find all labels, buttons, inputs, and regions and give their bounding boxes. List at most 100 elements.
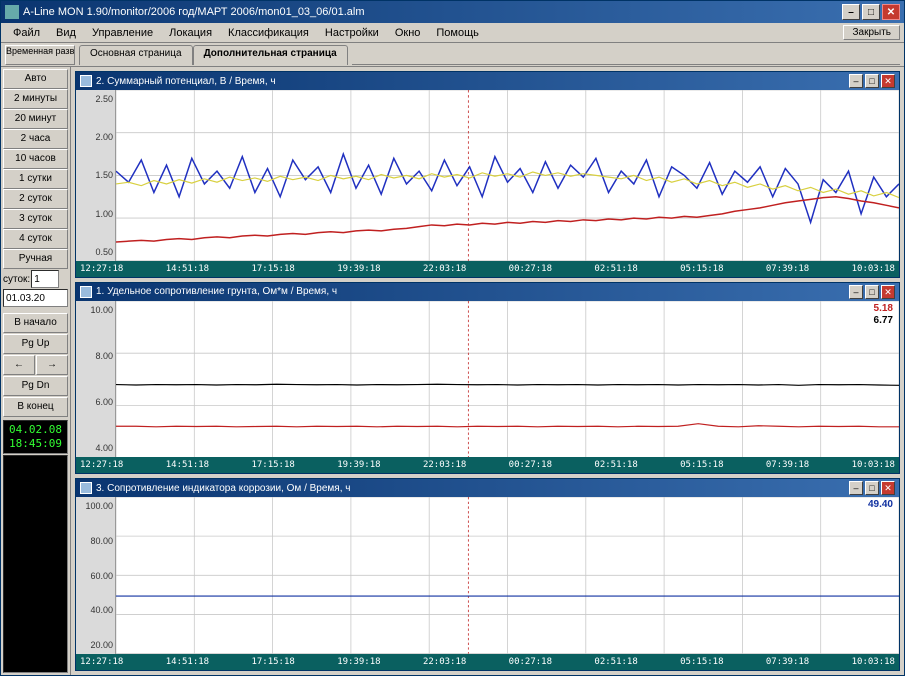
chart-minimize-button[interactable]: – [849, 481, 863, 495]
y-tick: 40.00 [78, 605, 113, 615]
x-tick: 12:27:18 [80, 657, 123, 667]
sutok-row: суток: [3, 270, 68, 288]
date-input[interactable] [3, 289, 68, 307]
chart-window-2: 3. Сопротивление индикатора коррозии, Ом… [75, 478, 900, 671]
chart-minimize-button[interactable]: – [849, 74, 863, 88]
nav-pgdn-button[interactable]: Pg Dn [3, 376, 68, 396]
y-tick: 1.50 [78, 170, 113, 180]
chart-icon [80, 482, 92, 494]
plot-2[interactable]: 49.40 [116, 497, 899, 654]
timescale-button-5[interactable]: 1 сутки [3, 169, 68, 189]
nav-start-button[interactable]: В начало [3, 313, 68, 333]
y-tick: 4.00 [78, 443, 113, 453]
x-tick: 14:51:18 [166, 264, 209, 274]
series-black [116, 384, 899, 385]
chart-title-2: 3. Сопротивление индикатора коррозии, Ом… [96, 483, 849, 494]
menubar: ФайлВидУправлениеЛокацияКлассификацияНас… [1, 23, 904, 43]
titlebar: A-Line MON 1.90/monitor/2006 год/МАРТ 20… [1, 1, 904, 23]
maximize-button[interactable]: □ [862, 4, 880, 20]
timescale-button-8[interactable]: 4 суток [3, 229, 68, 249]
chart-icon [80, 75, 92, 87]
y-tick: 10.00 [78, 305, 113, 315]
x-tick: 05:15:18 [680, 264, 723, 274]
menu-item-5[interactable]: Настройки [317, 25, 387, 41]
nav-left-button[interactable]: ← [3, 355, 35, 375]
x-tick: 19:39:18 [337, 657, 380, 667]
x-tick: 14:51:18 [166, 460, 209, 470]
tabs-container: Основная страницаДополнительная страница [79, 45, 348, 65]
chart-window-1: 1. Удельное сопротивление грунта, Ом*м /… [75, 282, 900, 475]
menu-item-3[interactable]: Локация [161, 25, 220, 41]
x-tick: 22:03:18 [423, 460, 466, 470]
x-tick: 10:03:18 [852, 460, 895, 470]
y-tick: 60.00 [78, 571, 113, 581]
x-tick: 10:03:18 [852, 657, 895, 667]
clock-time: 18:45:09 [9, 437, 62, 451]
plot-1[interactable]: 5.186.77 [116, 301, 899, 458]
timescale-button-4[interactable]: 10 часов [3, 149, 68, 169]
app-window: A-Line MON 1.90/monitor/2006 год/МАРТ 20… [0, 0, 905, 676]
badge-value: 5.18 [874, 303, 893, 315]
tab-1[interactable]: Дополнительная страница [193, 45, 348, 65]
menu-item-1[interactable]: Вид [48, 25, 84, 41]
minimize-button[interactable]: – [842, 4, 860, 20]
menu-item-6[interactable]: Окно [387, 25, 429, 41]
chart-maximize-button[interactable]: □ [865, 481, 879, 495]
window-title: A-Line MON 1.90/monitor/2006 год/МАРТ 20… [23, 6, 842, 18]
tab-0[interactable]: Основная страница [79, 45, 193, 65]
chart-minimize-button[interactable]: – [849, 285, 863, 299]
chart-close-button[interactable]: ✕ [881, 481, 895, 495]
nav-pgup-button[interactable]: Pg Up [3, 334, 68, 354]
nav-end-button[interactable]: В конец [3, 397, 68, 417]
plot-0[interactable] [116, 90, 899, 261]
x-tick: 00:27:18 [509, 460, 552, 470]
x-tick: 14:51:18 [166, 657, 209, 667]
chart-body-0: 2.502.001.501.000.50 [76, 90, 899, 261]
timescale-button-0[interactable]: Авто [3, 69, 68, 89]
chart-maximize-button[interactable]: □ [865, 74, 879, 88]
timescale-button-3[interactable]: 2 часа [3, 129, 68, 149]
x-axis-1: 12:27:1814:51:1817:15:1819:39:1822:03:18… [76, 457, 899, 473]
window-buttons: – □ ✕ [842, 4, 900, 20]
menubar-close-button[interactable]: Закрыть [843, 25, 900, 40]
clock-date: 04.02.08 [9, 423, 62, 437]
sutok-input[interactable] [31, 270, 59, 288]
x-tick: 00:27:18 [509, 657, 552, 667]
chart-close-button[interactable]: ✕ [881, 74, 895, 88]
x-tick: 22:03:18 [423, 657, 466, 667]
timescale-button-2[interactable]: 20 минут [3, 109, 68, 129]
sidebar-black-panel [3, 455, 68, 673]
x-tick: 22:03:18 [423, 264, 466, 274]
y-tick: 20.00 [78, 640, 113, 650]
chart-maximize-button[interactable]: □ [865, 285, 879, 299]
x-tick: 12:27:18 [80, 460, 123, 470]
x-tick: 17:15:18 [251, 264, 294, 274]
chart-icon [80, 286, 92, 298]
value-badge-1: 5.186.77 [874, 303, 893, 327]
y-tick: 100.00 [78, 501, 113, 511]
app-icon [5, 5, 19, 19]
y-tick: 0.50 [78, 247, 113, 257]
y-axis-0: 2.502.001.501.000.50 [76, 90, 116, 261]
timescale-button-7[interactable]: 3 суток [3, 209, 68, 229]
timescale-button-6[interactable]: 2 суток [3, 189, 68, 209]
x-tick: 05:15:18 [680, 460, 723, 470]
timescale-button-1[interactable]: 2 минуты [3, 89, 68, 109]
menu-item-2[interactable]: Управление [84, 25, 161, 41]
nav-right-button[interactable]: → [36, 355, 68, 375]
menu-item-7[interactable]: Помощь [428, 25, 487, 41]
chart-window-0: 2. Суммарный потенциал, В / Время, ч – □… [75, 71, 900, 278]
timescale-button-9[interactable]: Ручная [3, 249, 68, 269]
close-button[interactable]: ✕ [882, 4, 900, 20]
y-tick: 80.00 [78, 536, 113, 546]
x-tick: 19:39:18 [337, 460, 380, 470]
chart-titlebar-2: 3. Сопротивление индикатора коррозии, Ом… [76, 479, 899, 497]
menu-item-0[interactable]: Файл [5, 25, 48, 41]
chart-body-1: 10.008.006.004.00 5.186.77 [76, 301, 899, 458]
y-axis-1: 10.008.006.004.00 [76, 301, 116, 458]
menu-item-4[interactable]: Классификация [220, 25, 317, 41]
clock-box: 04.02.08 18:45:09 [3, 420, 68, 454]
chart-titlebar-0: 2. Суммарный потенциал, В / Время, ч – □… [76, 72, 899, 90]
chart-close-button[interactable]: ✕ [881, 285, 895, 299]
chart-body-2: 100.00 80.00 60.00 40.00 20.0049.40 [76, 497, 899, 654]
